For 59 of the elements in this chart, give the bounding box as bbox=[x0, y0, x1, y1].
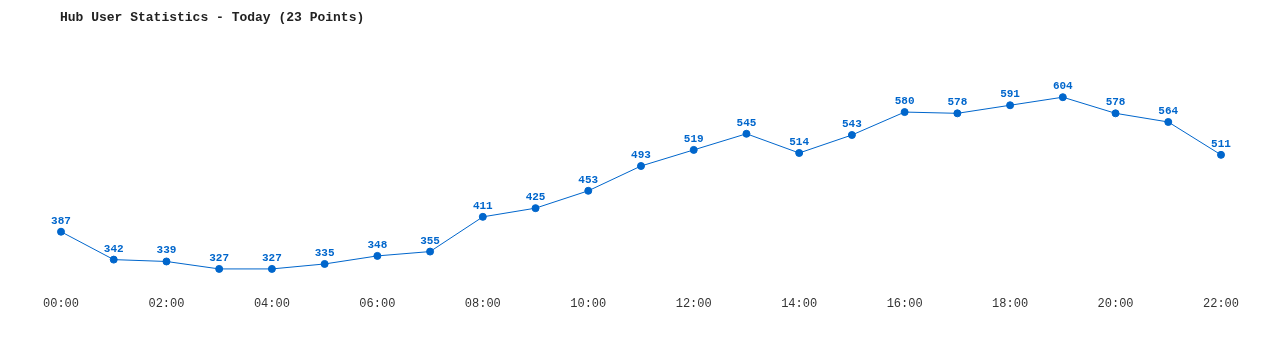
x-tick-label: 14:00 bbox=[781, 296, 818, 311]
point bbox=[57, 227, 65, 236]
x-tick-label: 04:00 bbox=[253, 296, 290, 311]
point bbox=[900, 108, 909, 117]
point bbox=[1006, 101, 1015, 110]
x-tick-label: 00:00 bbox=[42, 296, 80, 311]
data-label: 335 bbox=[314, 246, 335, 259]
data-label: 453 bbox=[578, 173, 599, 186]
point bbox=[847, 131, 856, 140]
point bbox=[109, 255, 118, 264]
data-label: 339 bbox=[156, 244, 177, 257]
point bbox=[531, 204, 540, 213]
point bbox=[267, 264, 276, 273]
data-label: 545 bbox=[736, 116, 757, 129]
point bbox=[742, 129, 751, 138]
data-label: 493 bbox=[631, 149, 652, 162]
point bbox=[637, 162, 645, 171]
x-tick-label: 20:00 bbox=[1097, 296, 1134, 311]
data-label: 519 bbox=[683, 132, 704, 145]
point bbox=[1058, 93, 1067, 102]
point bbox=[1217, 150, 1225, 159]
point bbox=[215, 264, 224, 273]
x-tick-label: 02:00 bbox=[148, 296, 185, 311]
point bbox=[373, 251, 382, 260]
point bbox=[953, 109, 962, 118]
data-label: 411 bbox=[472, 199, 494, 212]
data-label: 511 bbox=[1211, 137, 1232, 150]
data-label: 514 bbox=[789, 135, 810, 148]
data-label: 591 bbox=[1000, 88, 1021, 101]
data-label: 564 bbox=[1158, 104, 1179, 117]
chart-title: Hub User Statistics - Today (23 Points) bbox=[60, 10, 365, 25]
data-label: 604 bbox=[1052, 80, 1074, 93]
data-label: 355 bbox=[420, 234, 441, 247]
point bbox=[426, 247, 435, 256]
point bbox=[584, 186, 593, 195]
data-label: 543 bbox=[842, 118, 863, 131]
x-tick-label: 10:00 bbox=[570, 296, 607, 311]
data-label: 327 bbox=[209, 251, 230, 264]
data-label: 425 bbox=[525, 191, 546, 204]
x-tick-label: 16:00 bbox=[886, 296, 923, 311]
point bbox=[795, 148, 804, 157]
data-label: 578 bbox=[947, 96, 968, 109]
data-label: 580 bbox=[894, 95, 915, 108]
data-label: 342 bbox=[103, 242, 124, 255]
point bbox=[320, 259, 329, 268]
data-label: 348 bbox=[367, 238, 388, 251]
x-tick-label: 22:00 bbox=[1202, 296, 1240, 311]
point bbox=[1111, 109, 1120, 118]
point bbox=[478, 212, 487, 221]
point bbox=[689, 145, 698, 154]
data-label: 327 bbox=[262, 251, 282, 264]
x-tick-label: 12:00 bbox=[675, 296, 712, 311]
x-tick-label: 08:00 bbox=[464, 296, 501, 311]
x-tick-label: 06:00 bbox=[359, 296, 396, 311]
data-label: 387 bbox=[51, 214, 71, 227]
data-label: 578 bbox=[1105, 96, 1126, 109]
x-tick-label: 18:00 bbox=[992, 296, 1029, 311]
point bbox=[1164, 118, 1173, 126]
point bbox=[162, 257, 171, 266]
